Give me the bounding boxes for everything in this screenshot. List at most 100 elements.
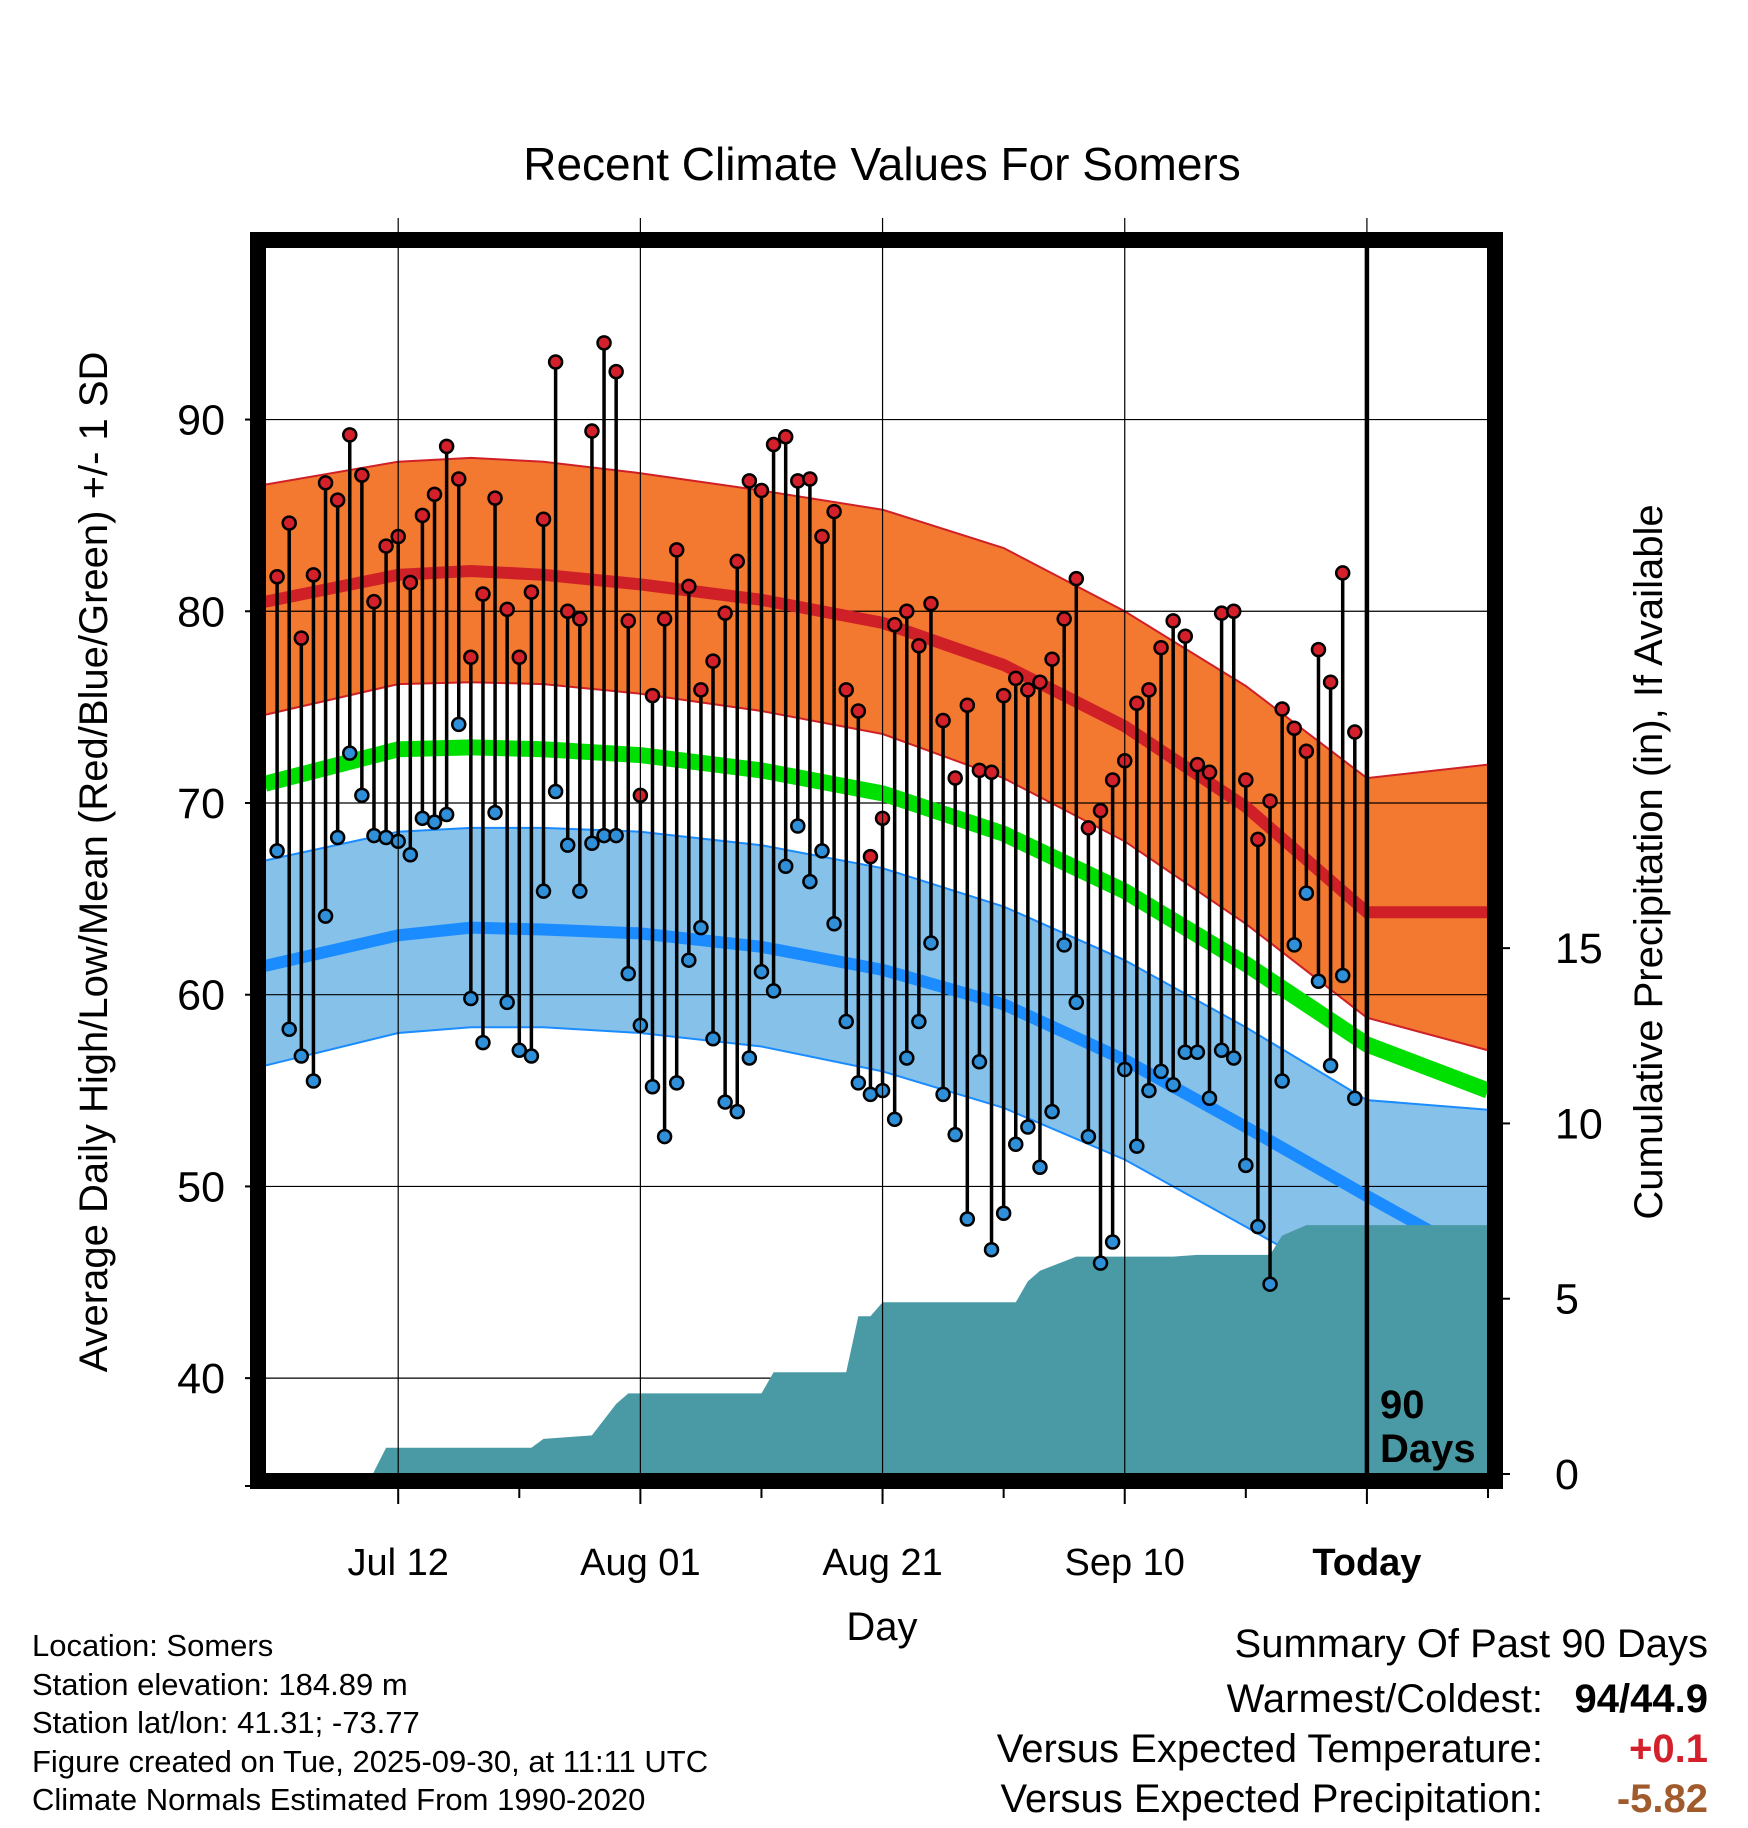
y-tick-label-right: 15	[1555, 925, 1603, 973]
obs-high-point	[983, 764, 1000, 781]
obs-low-point	[281, 1021, 297, 1037]
obs-high-point	[450, 471, 467, 487]
obs-low-point	[644, 1078, 661, 1095]
obs-high-point	[1322, 674, 1339, 690]
obs-high-point	[717, 605, 733, 621]
obs-low-point	[1322, 1057, 1339, 1074]
obs-low-point	[1044, 1103, 1060, 1120]
obs-low-point	[329, 829, 346, 846]
obs-low-point	[426, 814, 443, 830]
obs-high-point	[753, 482, 770, 499]
obs-high-point	[1298, 743, 1315, 759]
obs-high-point	[1177, 628, 1194, 644]
chart-title: Recent Climate Values For Somers	[523, 138, 1241, 190]
obs-low-point	[1225, 1050, 1242, 1066]
info-latlon: Station lat/lon: 41.31; -73.77	[32, 1705, 420, 1741]
obs-low-point	[1238, 1157, 1254, 1174]
obs-low-point	[1008, 1136, 1024, 1152]
obs-high-point	[1056, 611, 1072, 627]
today-label-line2: Days	[1380, 1427, 1476, 1471]
obs-high-point	[1129, 695, 1145, 712]
obs-low-point	[1153, 1063, 1169, 1080]
obs-low-point	[741, 1050, 758, 1066]
obs-high-point	[911, 638, 927, 654]
obs-low-point	[402, 846, 419, 863]
obs-high-point	[342, 427, 358, 443]
y-tick-label-left: 60	[177, 972, 225, 1020]
obs-low-point	[790, 818, 806, 834]
plot-border	[250, 232, 1503, 1489]
obs-high-point	[850, 703, 867, 719]
obs-low-point	[317, 908, 334, 924]
today-label-line1: 90	[1380, 1383, 1425, 1427]
obs-low-point	[765, 983, 782, 999]
obs-low-point	[1189, 1044, 1206, 1060]
obs-high-point	[971, 762, 988, 779]
obs-low-point	[668, 1075, 685, 1091]
obs-high-point	[329, 492, 346, 508]
obs-low-point	[1250, 1218, 1266, 1235]
obs-high-point	[414, 507, 431, 524]
obs-low-point	[777, 858, 794, 875]
obs-high-point	[1250, 831, 1266, 848]
obs-low-point	[947, 1126, 963, 1143]
obs-low-point	[463, 990, 479, 1007]
temp-versus-label: Versus Expected Temperature:	[996, 1727, 1543, 1771]
obs-low-point	[899, 1050, 915, 1066]
obs-low-point	[475, 1034, 491, 1051]
obs-high-point	[523, 584, 540, 600]
obs-low-point	[584, 835, 600, 851]
obs-low-point	[342, 745, 358, 761]
x-tick-label: Sep 10	[1065, 1542, 1185, 1584]
obs-low-point	[971, 1054, 988, 1070]
obs-high-point	[1153, 639, 1169, 656]
obs-high-point	[765, 436, 782, 453]
x-tick-label: Jul 12	[347, 1542, 448, 1584]
obs-low-point	[305, 1073, 322, 1089]
obs-low-point	[269, 843, 285, 859]
obs-low-point	[886, 1111, 903, 1128]
obs-high-point	[1201, 764, 1218, 781]
obs-high-point	[705, 653, 721, 669]
obs-high-point	[475, 586, 491, 602]
obs-high-point	[741, 473, 758, 489]
obs-high-point	[1020, 682, 1036, 698]
obs-high-point	[826, 503, 842, 520]
obs-low-point	[935, 1086, 951, 1103]
obs-low-point	[366, 827, 382, 844]
obs-low-point	[1347, 1090, 1363, 1106]
obs-low-point	[1020, 1119, 1036, 1135]
obs-low-point	[705, 1031, 721, 1047]
y-tick-label-left: 80	[177, 588, 225, 636]
obs-low-point	[923, 935, 939, 951]
plot-frame	[250, 232, 1503, 1489]
obs-high-point	[644, 687, 661, 704]
obs-high-point	[1238, 772, 1254, 788]
obs-high-point	[1310, 641, 1327, 658]
obs-high-point	[862, 848, 879, 865]
y-tick-label-right: 10	[1555, 1100, 1603, 1148]
y-tick-label-left: 50	[177, 1163, 225, 1211]
obs-low-point	[850, 1075, 867, 1091]
obs-low-point	[1141, 1082, 1157, 1099]
normal-low-line	[265, 921, 1488, 1269]
obs-low-point	[1165, 1077, 1181, 1093]
obs-low-point	[1068, 994, 1085, 1011]
obs-high-point	[305, 567, 322, 583]
obs-low-point	[1298, 885, 1315, 901]
obs-high-point	[463, 649, 479, 666]
x-tick-label: Aug 01	[580, 1542, 700, 1584]
obs-high-point	[535, 511, 552, 527]
obs-low-point	[1032, 1159, 1048, 1175]
obs-high-point	[729, 553, 745, 570]
obs-high-point	[1104, 772, 1121, 788]
y-tick-label-left: 40	[177, 1355, 225, 1403]
obs-high-point	[1189, 756, 1206, 773]
obs-high-point	[923, 595, 939, 612]
obs-high-point	[668, 542, 685, 558]
obs-low-point	[608, 827, 624, 844]
obs-high-point	[438, 438, 455, 455]
obs-low-point	[693, 919, 709, 936]
obs-low-point	[293, 1048, 310, 1064]
obs-high-point	[572, 611, 588, 627]
